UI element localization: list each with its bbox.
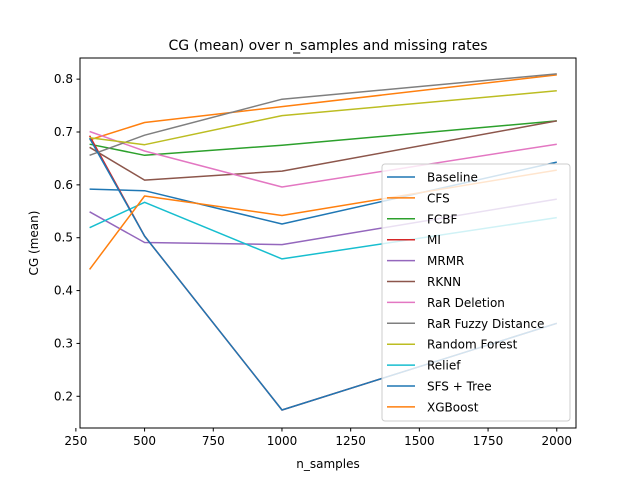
legend-label: FCBF xyxy=(427,212,458,226)
legend-label: CFS xyxy=(427,191,450,205)
x-tick-label: 250 xyxy=(64,434,87,448)
y-tick-label: 0.6 xyxy=(54,178,73,192)
x-tick-label: 1000 xyxy=(267,434,298,448)
y-tick-label: 0.2 xyxy=(54,389,73,403)
series-line-1 xyxy=(89,74,557,141)
x-tick-label: 750 xyxy=(202,434,225,448)
y-axis-ticks: 0.2 0.3 0.4 0.5 0.6 0.7 0.8 xyxy=(54,72,80,403)
series-line-2 xyxy=(89,120,557,157)
x-tick-label: 1500 xyxy=(404,434,435,448)
y-tick-label: 0.4 xyxy=(54,284,73,298)
x-axis-ticks: 250 500 750 1000 1250 1500 1750 2000 xyxy=(64,428,572,448)
y-axis-label: CG (mean) xyxy=(27,211,41,276)
y-tick-label: 0.3 xyxy=(54,336,73,350)
legend-label: Random Forest xyxy=(427,338,518,352)
series-line-8 xyxy=(89,90,557,146)
legend-label: RaR Deletion xyxy=(427,296,505,310)
legend-label: MI xyxy=(427,233,441,247)
y-tick-label: 0.7 xyxy=(54,125,73,139)
plot-frame xyxy=(79,57,577,429)
legend-label: MRMR xyxy=(427,254,464,268)
series-line-5 xyxy=(89,120,557,181)
legend-label: XGBoost xyxy=(427,400,479,414)
x-tick-label: 1750 xyxy=(473,434,504,448)
legend-box xyxy=(381,163,571,422)
x-tick-label: 500 xyxy=(133,434,156,448)
legend-label: SFS + Tree xyxy=(427,380,492,394)
x-tick-label: 2000 xyxy=(541,434,572,448)
series-line-7 xyxy=(89,73,557,157)
y-tick-label: 0.5 xyxy=(54,231,73,245)
x-axis-label: n_samples xyxy=(296,457,360,471)
legend-label: RaR Fuzzy Distance xyxy=(427,317,544,331)
chart-title: CG (mean) over n_samples and missing rat… xyxy=(168,38,487,54)
legend: Baseline CFS FCBF MI MRMR RKNN RaR Deletion RaR… xyxy=(381,163,571,422)
x-tick-label: 1250 xyxy=(335,434,366,448)
legend-label: Baseline xyxy=(427,171,478,185)
legend-label: Relief xyxy=(427,359,461,373)
y-tick-label: 0.8 xyxy=(54,72,73,86)
legend-label: RKNN xyxy=(427,275,461,289)
